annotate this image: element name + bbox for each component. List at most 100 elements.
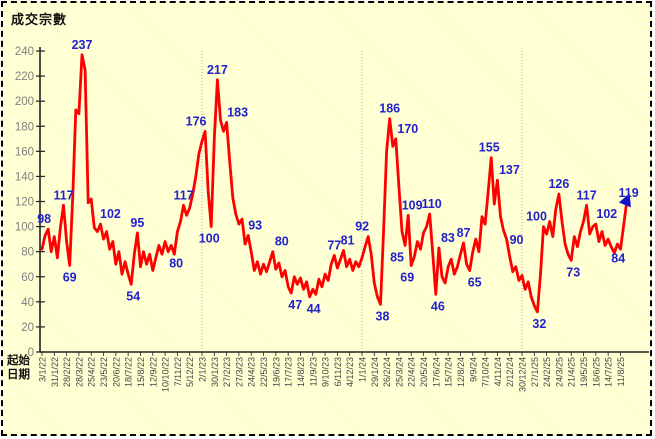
svg-text:84: 84 <box>611 252 625 266</box>
y-axis-ticks: 0 20 40 60 80 100 120 140 160 180 200 220 240 <box>15 46 45 359</box>
svg-text:93: 93 <box>248 218 262 232</box>
svg-text:25/4/22: 25/4/22 <box>87 357 97 387</box>
svg-text:27/1/25: 27/1/25 <box>530 357 540 387</box>
svg-text:65: 65 <box>468 275 482 289</box>
svg-text:30/1/23: 30/1/23 <box>210 357 220 387</box>
svg-text:120: 120 <box>15 197 34 209</box>
svg-text:90: 90 <box>510 233 524 247</box>
svg-text:85: 85 <box>390 250 404 264</box>
svg-text:109: 109 <box>402 198 423 212</box>
svg-text:77: 77 <box>327 238 341 252</box>
svg-text:7/10/24: 7/10/24 <box>481 357 491 387</box>
svg-text:217: 217 <box>207 63 228 77</box>
svg-text:180: 180 <box>15 121 34 133</box>
svg-text:38: 38 <box>376 309 390 323</box>
svg-text:12/9/22: 12/9/22 <box>148 357 158 387</box>
svg-text:44: 44 <box>307 302 321 316</box>
svg-text:30/12/24: 30/12/24 <box>517 357 527 392</box>
svg-text:4/12/23: 4/12/23 <box>345 357 355 387</box>
svg-text:24/3/25: 24/3/25 <box>554 357 564 387</box>
x-axis-title-line2: 日期 <box>7 369 30 381</box>
svg-text:25/3/24: 25/3/24 <box>394 357 404 387</box>
svg-text:19/5/25: 19/5/25 <box>579 357 589 387</box>
svg-text:102: 102 <box>596 207 617 221</box>
svg-text:31/1/22: 31/1/22 <box>50 357 60 387</box>
svg-text:186: 186 <box>379 102 400 116</box>
svg-text:40: 40 <box>21 297 34 309</box>
svg-text:28/2/22: 28/2/22 <box>62 357 72 387</box>
svg-text:126: 126 <box>548 177 569 191</box>
svg-text:27/2/23: 27/2/23 <box>222 357 232 387</box>
svg-text:110: 110 <box>422 197 442 211</box>
series-line <box>40 53 631 314</box>
svg-text:20/6/22: 20/6/22 <box>111 357 121 387</box>
svg-text:24/4/23: 24/4/23 <box>247 357 257 387</box>
end-arrow-icon <box>618 193 631 208</box>
svg-text:7/11/22: 7/11/22 <box>173 357 183 386</box>
svg-text:80: 80 <box>169 257 183 271</box>
svg-text:54: 54 <box>126 289 140 303</box>
svg-text:2/1/23: 2/1/23 <box>197 357 207 382</box>
svg-text:0: 0 <box>28 347 34 359</box>
svg-text:15/8/22: 15/8/22 <box>136 357 146 387</box>
svg-text:47: 47 <box>288 298 302 312</box>
svg-text:20/5/24: 20/5/24 <box>419 357 429 387</box>
svg-text:21/4/25: 21/4/25 <box>567 357 577 387</box>
svg-text:19/6/23: 19/6/23 <box>271 357 281 387</box>
svg-text:27/3/23: 27/3/23 <box>234 357 244 387</box>
svg-text:117: 117 <box>53 188 73 202</box>
svg-text:170: 170 <box>397 122 418 136</box>
svg-text:17/7/23: 17/7/23 <box>284 357 294 387</box>
svg-text:92: 92 <box>355 220 369 234</box>
svg-text:98: 98 <box>37 212 51 226</box>
svg-text:12/8/24: 12/8/24 <box>456 357 466 387</box>
svg-text:81: 81 <box>341 233 355 247</box>
svg-text:102: 102 <box>100 207 121 221</box>
svg-text:5/12/22: 5/12/22 <box>185 357 195 387</box>
year-separator-lines <box>201 51 523 351</box>
svg-text:32: 32 <box>532 317 546 331</box>
svg-text:28/3/22: 28/3/22 <box>74 357 84 387</box>
svg-text:83: 83 <box>441 231 455 245</box>
svg-text:6/11/23: 6/11/23 <box>333 357 343 386</box>
svg-text:23/5/22: 23/5/22 <box>99 357 109 387</box>
svg-text:2/12/24: 2/12/24 <box>505 357 515 387</box>
svg-text:237: 237 <box>72 38 93 52</box>
svg-text:11/9/23: 11/9/23 <box>308 357 318 386</box>
svg-text:10/10/22: 10/10/22 <box>161 357 171 392</box>
data-labels: 9811769237102549580117176100217183938047… <box>37 38 639 331</box>
svg-text:176: 176 <box>186 114 207 128</box>
svg-text:69: 69 <box>63 270 77 284</box>
x-axis-ticks: 3/1/22 31/1/22 28/2/22 28/3/22 25/4/22 23/5/2… <box>38 352 626 392</box>
svg-text:95: 95 <box>130 216 144 230</box>
svg-text:117: 117 <box>173 188 193 202</box>
chart-title: 成交宗數 <box>11 12 68 27</box>
svg-text:80: 80 <box>275 235 289 249</box>
svg-text:100: 100 <box>526 210 547 224</box>
svg-text:22/4/24: 22/4/24 <box>407 357 417 387</box>
svg-text:69: 69 <box>400 270 414 284</box>
svg-text:140: 140 <box>15 171 34 183</box>
svg-text:80: 80 <box>21 247 34 259</box>
svg-text:73: 73 <box>566 265 580 279</box>
svg-text:16/6/25: 16/6/25 <box>591 357 601 387</box>
svg-text:119: 119 <box>619 186 639 200</box>
svg-text:137: 137 <box>499 163 520 177</box>
x-axis-title: 起始 日期 <box>7 354 30 382</box>
svg-text:17/6/24: 17/6/24 <box>431 357 441 387</box>
svg-text:20: 20 <box>21 322 34 334</box>
svg-text:4/11/24: 4/11/24 <box>493 357 503 386</box>
svg-text:220: 220 <box>15 71 34 83</box>
svg-text:22/5/23: 22/5/23 <box>259 357 269 387</box>
svg-text:11/8/25: 11/8/25 <box>616 357 626 386</box>
svg-text:100: 100 <box>15 222 34 234</box>
svg-text:9/10/23: 9/10/23 <box>321 357 331 387</box>
svg-text:155: 155 <box>479 141 500 155</box>
svg-text:29/1/24: 29/1/24 <box>370 357 380 387</box>
svg-text:18/7/22: 18/7/22 <box>124 357 134 387</box>
svg-text:14/8/23: 14/8/23 <box>296 357 306 387</box>
svg-text:60: 60 <box>21 272 34 284</box>
x-axis-title-line1: 起始 <box>7 355 30 367</box>
